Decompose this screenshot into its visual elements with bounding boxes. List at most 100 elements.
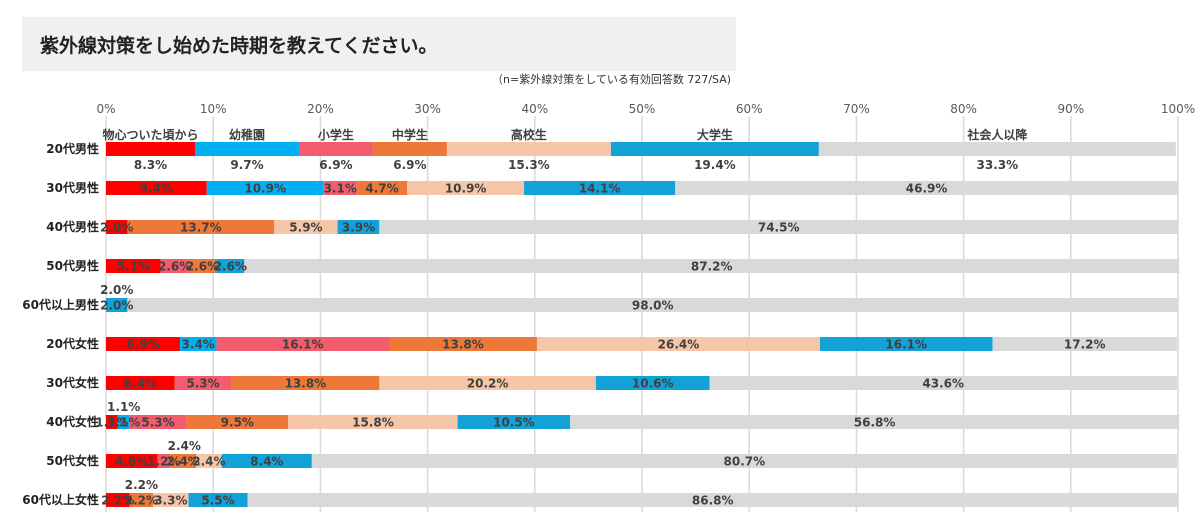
data-label: 13.7%	[180, 221, 222, 235]
bar-segment	[127, 298, 1179, 312]
bar-segment	[106, 493, 130, 507]
data-label: 3.4%	[182, 338, 215, 352]
data-label: 87.2%	[691, 260, 733, 274]
bar-segment	[992, 337, 1177, 351]
data-label: 9.4%	[140, 182, 173, 196]
data-label: 56.8%	[854, 416, 896, 430]
data-label: 8.3%	[134, 158, 167, 172]
x-tick-label: 10%	[200, 102, 227, 116]
bar-segment	[188, 259, 217, 273]
bar-segment	[356, 181, 408, 195]
bar-segment	[819, 337, 993, 351]
data-label-callout: 2.0%	[100, 283, 133, 297]
x-tick-label: 60%	[736, 102, 763, 116]
bar-segment	[106, 298, 128, 312]
series-legend-label: 幼稚園	[229, 127, 265, 142]
data-label: 14.1%	[579, 182, 621, 196]
data-label: 5.1%	[117, 260, 150, 274]
data-label: 1.1%	[107, 416, 140, 430]
bar-segment	[323, 181, 357, 195]
data-label: 1.2%	[147, 455, 180, 469]
data-label: 16.1%	[885, 338, 927, 352]
series-legend-label: 中学生	[392, 127, 428, 142]
data-label-callout: 2.4%	[168, 439, 201, 453]
bar-segment	[675, 181, 1178, 195]
bar-segment	[186, 415, 289, 429]
bar-segment	[446, 142, 611, 156]
data-label: 6.9%	[319, 158, 352, 172]
data-label: 2.2%	[101, 494, 134, 508]
bar-segment	[106, 415, 118, 429]
bar-segment	[106, 181, 207, 195]
data-label: 80.7%	[724, 455, 766, 469]
bar-segment	[457, 415, 571, 429]
bar-segment	[311, 454, 1177, 468]
category-label: 20代女性	[46, 336, 99, 351]
data-label: 86.8%	[692, 494, 734, 508]
bar-segment	[818, 142, 1176, 156]
data-label-callout: 2.2%	[125, 478, 158, 492]
data-label: 5.5%	[201, 494, 234, 508]
data-label: 19.4%	[694, 158, 736, 172]
data-label: 13.8%	[442, 338, 484, 352]
bar-segment	[389, 337, 537, 351]
bar-segment	[179, 337, 217, 351]
x-tick-label: 100%	[1161, 102, 1195, 116]
category-label: 50代男性	[46, 258, 99, 273]
category-label: 50代女性	[46, 453, 99, 468]
series-legend-label: 社会人以降	[966, 127, 1028, 142]
series-legend-label: 高校生	[511, 127, 547, 142]
data-label: 17.2%	[1064, 338, 1106, 352]
data-label: 5.3%	[186, 377, 219, 391]
data-label: 3.1%	[324, 182, 357, 196]
bar-segment	[153, 493, 189, 507]
bar-segment	[157, 454, 171, 468]
category-label: 60代以上男性	[22, 297, 99, 312]
bar-segment	[298, 142, 373, 156]
bar-segment	[570, 415, 1180, 429]
bar-segment	[337, 220, 380, 234]
bar-segment	[106, 259, 161, 273]
data-label: 43.6%	[922, 377, 964, 391]
bar-segment	[194, 142, 299, 156]
bar-segment	[274, 220, 338, 234]
data-label: 2.2%	[125, 494, 158, 508]
data-label: 3.3%	[154, 494, 187, 508]
bar-segment	[231, 376, 380, 390]
chart-title: 紫外線対策をし始めた時期を教えてください。	[40, 35, 438, 57]
data-label: 8.4%	[250, 455, 283, 469]
bar-segment	[216, 259, 245, 273]
bar-segment	[188, 493, 248, 507]
category-label: 40代女性	[46, 414, 99, 429]
category-label: 30代男性	[46, 180, 99, 195]
data-label: 2.0%	[100, 221, 133, 235]
x-tick-label: 90%	[1057, 102, 1084, 116]
x-tick-label: 80%	[950, 102, 977, 116]
x-tick-label: 0%	[96, 102, 115, 116]
chart-title-box: 紫外線対策をし始めた時期を教えてください。	[22, 17, 736, 71]
bar-segment	[524, 181, 676, 195]
bar-segment	[288, 415, 458, 429]
data-label: 2.4%	[167, 455, 200, 469]
data-label: 9.5%	[221, 416, 254, 430]
data-label: 33.3%	[977, 158, 1019, 172]
data-label: 9.7%	[230, 158, 263, 172]
data-label: 2.6%	[158, 260, 191, 274]
x-tick-label: 40%	[521, 102, 548, 116]
bar-segment	[106, 337, 180, 351]
data-label: 2.6%	[214, 260, 247, 274]
bar-segment	[170, 454, 197, 468]
data-label: 3.9%	[342, 221, 375, 235]
bar-segment	[206, 181, 324, 195]
data-label: 10.9%	[244, 182, 286, 196]
bar-segment	[127, 220, 275, 234]
data-label: 4.7%	[365, 182, 398, 196]
data-label: 6.9%	[126, 338, 159, 352]
bar-segment	[216, 337, 390, 351]
data-label: 10.9%	[445, 182, 487, 196]
bar-segment	[117, 415, 130, 429]
series-legend-label: 大学生	[697, 127, 733, 142]
bar-segment	[106, 142, 195, 156]
data-label: 26.4%	[658, 338, 700, 352]
bar-segment	[379, 220, 1178, 234]
